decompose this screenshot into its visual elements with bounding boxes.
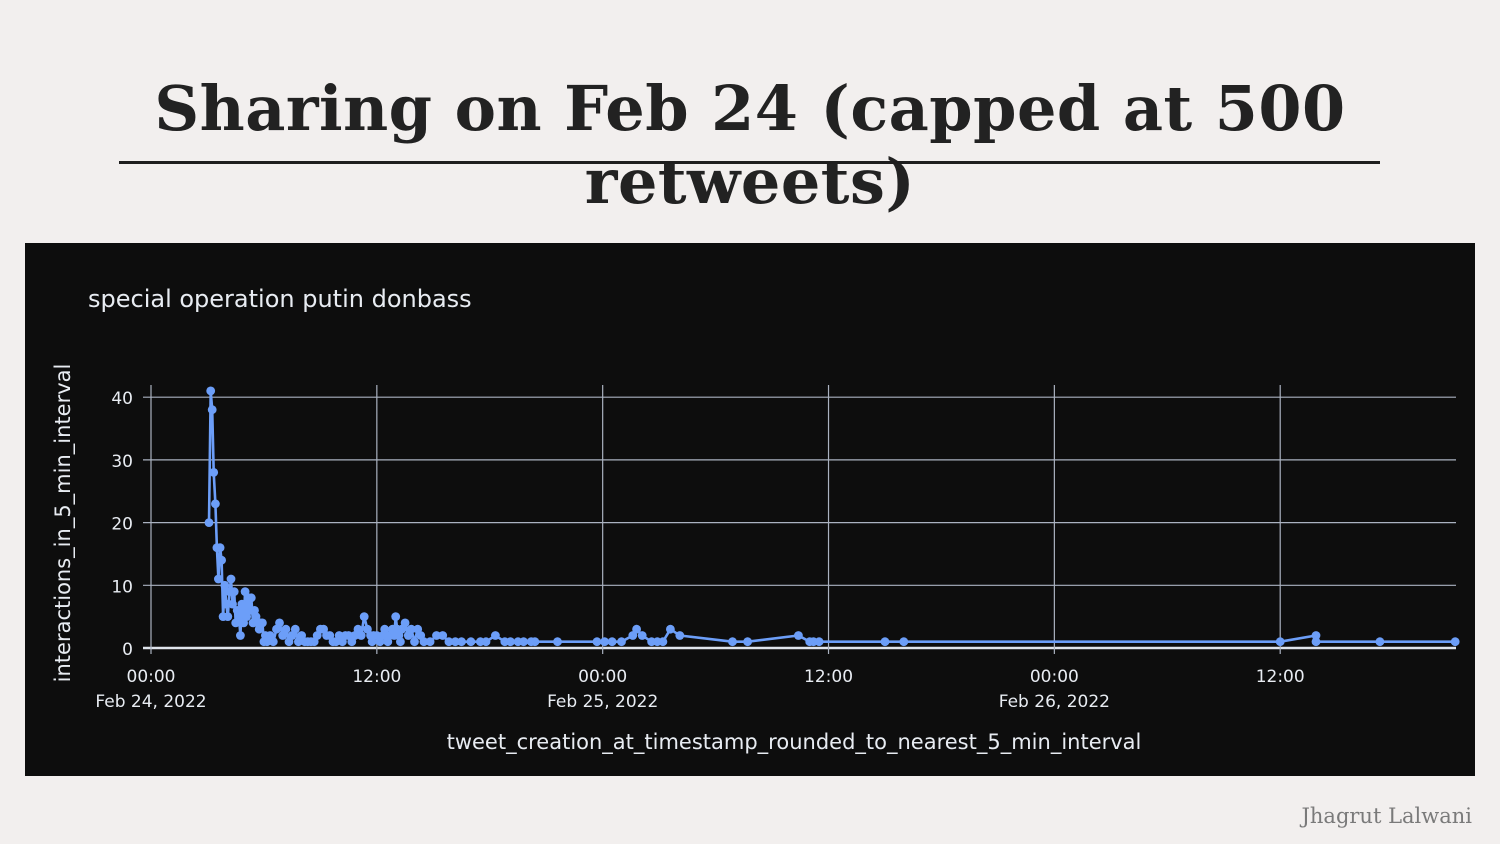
- data-point: [290, 624, 300, 634]
- x-tick-date-label: Feb 25, 2022: [547, 692, 658, 712]
- data-point: [209, 468, 219, 477]
- data-point: [281, 624, 291, 634]
- data-point: [206, 386, 216, 396]
- data-point: [1450, 637, 1460, 647]
- data-point: [466, 637, 476, 647]
- y-tick-label: 30: [111, 452, 133, 472]
- x-tick-date-label: Feb 24, 2022: [95, 692, 206, 712]
- y-tick-label: 0: [122, 640, 133, 660]
- data-point: [359, 612, 369, 621]
- data-point: [432, 631, 441, 640]
- data-point: [553, 637, 562, 647]
- data-point: [425, 637, 435, 647]
- data-point: [450, 637, 460, 647]
- data-point: [600, 637, 609, 647]
- data-point: [220, 580, 230, 590]
- y-tick-label: 40: [111, 389, 133, 409]
- data-point: [400, 618, 410, 628]
- data-point: [226, 574, 236, 584]
- y-tick-label: 10: [111, 577, 133, 597]
- data-point: [1311, 637, 1321, 647]
- data-point: [356, 631, 366, 640]
- data-point: [658, 637, 668, 647]
- data-point: [217, 555, 227, 565]
- x-tick-label: 12:00: [352, 667, 401, 687]
- data-point: [728, 637, 737, 647]
- data-point: [628, 631, 638, 640]
- data-point: [899, 637, 909, 647]
- axis-layer: 0 10 20 30 40 00:00 Feb 24, 2022 12:00 00:00 Feb …: [95, 389, 1304, 712]
- title-underline: [119, 161, 1380, 164]
- data-point: [223, 612, 233, 621]
- data-point: [228, 599, 237, 609]
- data-point: [519, 637, 528, 647]
- chart-panel: special operation putin donbass 0 10 20 30 4…: [25, 243, 1475, 776]
- data-point: [814, 637, 824, 647]
- data-point: [481, 637, 491, 647]
- data-point: [215, 543, 225, 553]
- data-point: [396, 637, 405, 647]
- data-point: [491, 631, 500, 640]
- data-point: [229, 587, 239, 596]
- data-point: [246, 593, 256, 603]
- data-point: [410, 637, 419, 647]
- series-line: [207, 389, 1456, 643]
- data-point: [419, 637, 429, 647]
- data-point: [236, 631, 245, 640]
- data-point: [632, 624, 641, 634]
- data-point: [675, 631, 685, 640]
- data-point: [617, 637, 626, 647]
- y-tick-label: 20: [111, 515, 133, 535]
- data-point: [234, 612, 244, 621]
- x-tick-date-label: Feb 26, 2022: [999, 692, 1110, 712]
- data-point: [457, 637, 466, 647]
- data-point: [880, 637, 890, 647]
- data-point: [743, 637, 752, 647]
- data-point: [214, 574, 223, 584]
- data-point: [391, 612, 401, 621]
- data-point: [237, 599, 247, 609]
- data-point: [258, 618, 267, 628]
- x-tick-label: 00:00: [127, 667, 176, 687]
- x-axis-title: tweet_creation_at_timestamp_rounded_to_n…: [447, 730, 1142, 755]
- data-point: [506, 637, 515, 647]
- data-point: [204, 518, 214, 527]
- data-point: [268, 637, 278, 647]
- x-tick-label: 00:00: [1030, 667, 1079, 687]
- data-point: [637, 631, 647, 640]
- data-point: [1375, 637, 1385, 647]
- data-point: [530, 637, 540, 647]
- x-tick-label: 00:00: [578, 667, 627, 687]
- chart-title: special operation putin donbass: [88, 285, 472, 313]
- data-point: [1311, 631, 1321, 640]
- grid-layer: [143, 385, 1456, 654]
- data-point: [607, 637, 617, 647]
- data-point: [406, 624, 416, 634]
- x-tick-label: 12:00: [804, 667, 853, 687]
- y-axis-title: interactions_in_5_min_interval: [51, 364, 76, 683]
- data-point: [444, 637, 454, 647]
- data-point: [211, 499, 220, 509]
- data-point: [1275, 637, 1285, 647]
- x-tick-label: 12:00: [1256, 667, 1305, 687]
- line-chart: special operation putin donbass 0 10 20 30 4…: [51, 285, 1460, 755]
- data-point: [592, 637, 602, 647]
- data-point: [794, 631, 803, 640]
- data-point: [221, 599, 231, 609]
- slide-title: Sharing on Feb 24 (capped at 500 retweet…: [154, 72, 1346, 218]
- author-credit: Jhagrut Lalwani: [1301, 804, 1472, 828]
- data-point: [666, 624, 675, 634]
- data-point: [438, 631, 448, 640]
- series-layer: [204, 386, 1460, 647]
- data-point: [207, 405, 217, 415]
- data-point: [275, 618, 284, 628]
